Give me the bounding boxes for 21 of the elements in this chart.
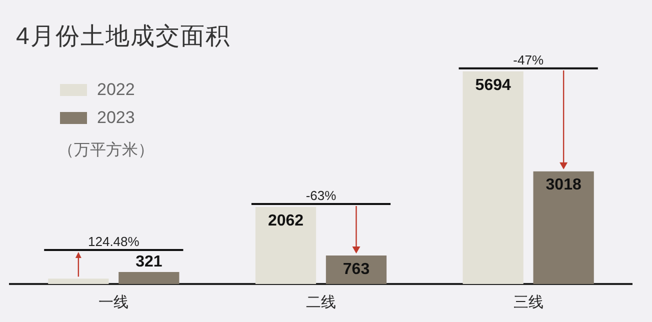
legend-label: 2022 [97,80,135,100]
data-label: 763 [342,260,370,278]
text: -47% [513,52,544,68]
data-label: 2062 [268,212,304,230]
x-tick-label: 二线 [306,294,336,312]
bar [462,71,524,284]
data-label: 3018 [546,176,582,194]
data-label: 321 [136,253,162,270]
bar [48,278,109,284]
y-axis-title: （万平方米） [58,140,154,161]
bar [326,256,387,284]
data-label: 5694 [475,76,511,94]
annotation: 124.48% [88,234,140,250]
bar [255,207,316,284]
bar [118,272,180,284]
chart-title: 4月份土地成交面积 [16,22,230,52]
x-tick-label: 一线 [98,294,129,312]
bar [533,171,594,284]
annotation: -63% [306,188,337,204]
legend-label: 2023 [97,108,135,128]
x-tick-label: 三线 [513,294,544,312]
